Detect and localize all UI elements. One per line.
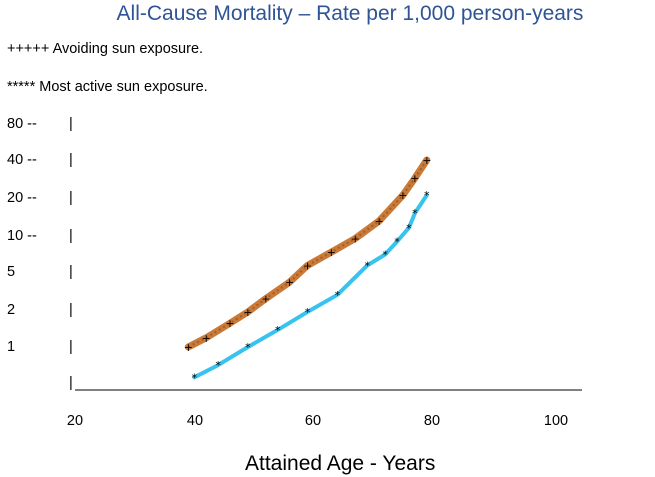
y-axis-segment: | [69,116,73,132]
y-axis-segment: | [69,339,73,355]
x-tick-label: 20 [66,413,84,429]
y-tick-label: 10 -- [7,228,37,244]
x-tick-label: 80 [423,413,441,429]
data-point-marker: + [285,276,294,289]
y-axis-segment: | [69,228,73,244]
x-tick-label: 60 [304,413,322,429]
y-tick-label: 5 [7,264,16,280]
series-line-1 [192,193,429,380]
y-axis-segment: | [69,190,73,206]
y-tick-label: 40 -- [7,152,37,168]
legend-avoiding-sun: +++++ Avoiding sun exposure. [7,41,204,57]
data-point-marker: * [245,341,251,354]
y-axis-segment: | [69,152,73,168]
series-layer: +++++++++++++************ [184,154,432,384]
y-tick-label: 20 -- [7,190,37,206]
y-tick-label: 1 [7,339,16,355]
y-axis-segment: | [69,264,73,280]
y-axis-segment: | [69,302,73,318]
data-point-marker: + [261,293,270,306]
data-point-marker: + [225,317,234,330]
data-point-marker: + [327,246,336,259]
data-point-marker: * [335,289,341,302]
data-point-marker: * [424,189,430,202]
data-point-marker: + [243,306,252,319]
data-point-marker: * [215,359,221,372]
data-point-marker: + [202,332,211,345]
data-point-marker: + [398,189,407,202]
y-tick-label: 2 [7,302,16,318]
data-point-marker: * [275,324,281,337]
data-point-marker: + [374,215,383,228]
legend-active-sun: ***** Most active sun exposure. [7,79,208,95]
data-point-marker: + [184,341,193,354]
data-point-marker: + [422,154,431,167]
data-point-marker: + [351,233,360,246]
data-point-marker: + [410,172,419,185]
y-axis-segment: | [69,375,73,391]
chart-title: All-Cause Mortality – Rate per 1,000 per… [116,2,584,25]
x-tick-label: 100 [543,413,569,429]
x-tick-label: 40 [186,413,204,429]
x-axis-label: Attained Age - Years [245,452,436,475]
data-point-marker: * [192,371,198,384]
data-point-marker: * [394,236,400,249]
data-point-marker: * [364,259,370,272]
series-line-0 [184,156,431,351]
series-line-texture [187,159,428,348]
data-point-marker: * [406,222,412,235]
data-point-marker: * [305,306,311,319]
data-point-marker: * [412,207,418,220]
y-tick-label: 80 -- [7,116,37,132]
data-point-marker: + [303,259,312,272]
data-point-marker: * [382,249,388,262]
